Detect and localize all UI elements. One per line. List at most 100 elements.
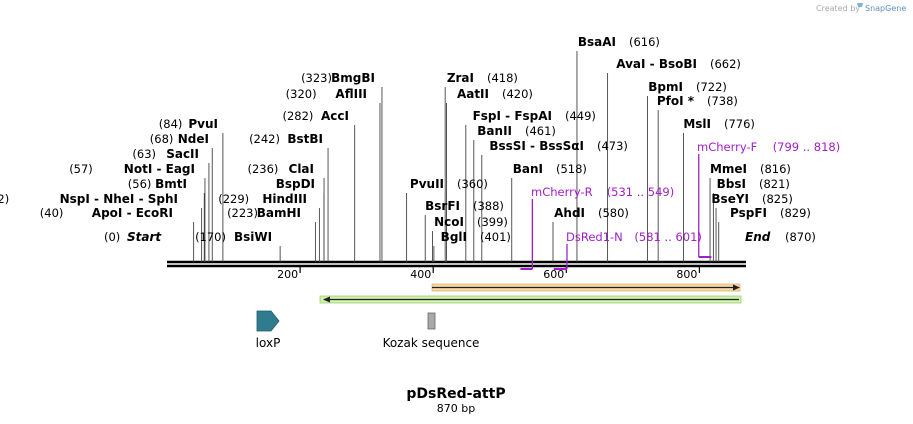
site-position: (461)	[525, 124, 556, 138]
site-name-part: AccI	[321, 109, 349, 123]
site-nspi[interactable]: NspI - NheI - SphI (52)	[0, 192, 178, 206]
site-position: (223)	[227, 206, 258, 220]
site-pspfi[interactable]: PspFI (829)	[730, 206, 811, 220]
ruler-label-400: 400	[410, 268, 431, 281]
site-pvuii[interactable]: PvuII (360)	[410, 177, 488, 191]
site-clai[interactable]: ClaI (236)	[247, 162, 314, 176]
site-pfoi[interactable]: PfoI * (738)	[657, 94, 738, 108]
site-noti[interactable]: NotI - EagI (57)	[69, 162, 195, 176]
site-name-part: ZraI	[447, 71, 474, 85]
site-name-part: NotI	[124, 162, 153, 176]
site-position: (84)	[159, 117, 183, 131]
site-aatii[interactable]: AatII (420)	[457, 87, 533, 101]
site-bgli[interactable]: BglI (401)	[441, 230, 511, 244]
primer-mcherry-r[interactable]: mCherry-R (531 .. 549)	[520, 185, 675, 270]
site-fspi[interactable]: FspI - FspAI (449)	[473, 109, 596, 123]
site-bsssi[interactable]: BssSI - BssSαI (473)	[489, 139, 628, 153]
site-afliii[interactable]: AflIII (320)	[286, 87, 367, 101]
site-bani[interactable]: BanI (518)	[513, 162, 587, 176]
site-name: ZraI	[447, 71, 474, 85]
site-name-part: PfoI *	[657, 94, 695, 108]
site-name: BspDI	[276, 177, 315, 191]
site-name: NspI - NheI - SphI	[60, 192, 178, 206]
site-position: (816)	[760, 162, 791, 176]
site-position: (473)	[597, 139, 628, 153]
site-ncoi[interactable]: NcoI (399)	[434, 215, 508, 229]
site-name-part: AvaI	[616, 57, 645, 71]
site-zrai[interactable]: ZraI (418)	[447, 71, 518, 85]
site-sacii[interactable]: SacII (63)	[132, 147, 199, 161]
site-bseyi[interactable]: BseYI (825)	[711, 192, 793, 206]
site-name-part: NcoI	[434, 215, 464, 229]
site-name-part: AflIII	[335, 87, 367, 101]
site-position: (825)	[762, 192, 793, 206]
site-name: BanII	[477, 124, 512, 138]
site-name: HindIII	[262, 192, 307, 206]
site-hindiii[interactable]: HindIII (229)	[218, 192, 307, 206]
site-bpmi[interactable]: BpmI (722)	[648, 80, 727, 94]
site-banii[interactable]: BanII (461)	[477, 124, 556, 138]
site-position: (40)	[40, 206, 64, 220]
site-name: PvuI	[188, 117, 218, 131]
site-bstbi[interactable]: BstBI (242)	[249, 132, 323, 146]
site-bsaai[interactable]: BsaAI (616)	[578, 35, 660, 49]
site-name-part: HindIII	[262, 192, 307, 206]
site-bbsi[interactable]: BbsI (821)	[717, 177, 790, 191]
site-name-part: MslI	[683, 117, 711, 131]
site-name: BseYI	[711, 192, 749, 206]
site-position: (580)	[598, 206, 629, 220]
green-feature-track[interactable]	[319, 295, 742, 304]
site-position: (242)	[249, 132, 280, 146]
site-position: (722)	[696, 80, 727, 94]
ruler-label-600: 600	[543, 268, 564, 281]
site-bmgbi[interactable]: BmgBI(323)	[301, 71, 375, 85]
primer-range: (581 .. 601)	[634, 230, 702, 244]
feature-loxp[interactable]: loxP	[256, 310, 281, 350]
site-name: BsiWI	[234, 230, 272, 244]
site-name: ClaI	[289, 162, 314, 176]
green-feature-arrowhead	[323, 296, 330, 303]
site-bamhi[interactable]: BamHI(223)	[227, 206, 301, 220]
primer-range: (531 .. 549)	[607, 185, 675, 199]
site-name: AflIII	[335, 87, 367, 101]
snapgene-logo-icon	[857, 3, 863, 7]
site-name: BbsI	[717, 177, 746, 191]
start-position: (0)	[104, 230, 120, 244]
orange-feature-track[interactable]	[431, 283, 741, 292]
site-msli[interactable]: MslI (776)	[683, 117, 755, 131]
site-name: BpmI	[648, 80, 683, 94]
primer-dsred1-n[interactable]: DsRed1-N (581 .. 601)	[553, 230, 702, 270]
site-name-part: NdeI	[178, 132, 209, 146]
site-position: (57)	[69, 162, 93, 176]
site-avai[interactable]: AvaI - BsoBI (662)	[616, 57, 741, 71]
site-name-separator: -	[122, 206, 135, 220]
feature-kozak[interactable]: Kozak sequence	[383, 312, 480, 350]
snapgene-brand: SnapGene	[865, 4, 906, 13]
kozak-label: Kozak sequence	[383, 336, 480, 350]
site-position: (56)	[128, 177, 152, 191]
site-name-part: FspAI	[514, 109, 552, 123]
site-ahdi[interactable]: AhdI (580)	[554, 206, 629, 220]
primer-range: (799 .. 818)	[773, 140, 841, 154]
site-mmei[interactable]: MmeI (816)	[710, 162, 791, 176]
site-position: (776)	[724, 117, 755, 131]
site-acci[interactable]: AccI (282)	[282, 109, 349, 123]
loxp-arrow-icon	[256, 310, 280, 332]
site-bsrfi[interactable]: BsrFI (388)	[425, 199, 504, 213]
site-pvui[interactable]: PvuI (84)	[159, 117, 218, 131]
site-name-part: MmeI	[710, 162, 747, 176]
site-ndei[interactable]: NdeI (68)	[150, 132, 209, 146]
site-position: (68)	[150, 132, 174, 146]
site-name: NotI - EagI	[124, 162, 195, 176]
site-name: MslI	[683, 117, 711, 131]
site-name-part: BmtI	[155, 177, 187, 191]
site-position: (449)	[565, 109, 596, 123]
primer-name: mCherry-R	[531, 185, 593, 199]
site-bspdi[interactable]: BspDI	[276, 177, 315, 191]
site-bsiwi[interactable]: (170) BsiWI	[195, 230, 272, 244]
site-position: (63)	[132, 147, 156, 161]
site-bmti[interactable]: BmtI(56)	[128, 177, 187, 191]
site-apoi[interactable]: ApoI - EcoRI (40)	[40, 206, 173, 220]
primer-mcherry-f[interactable]: mCherry-F (799 .. 818)	[697, 140, 841, 258]
site-name-part: BamHI	[257, 206, 301, 220]
